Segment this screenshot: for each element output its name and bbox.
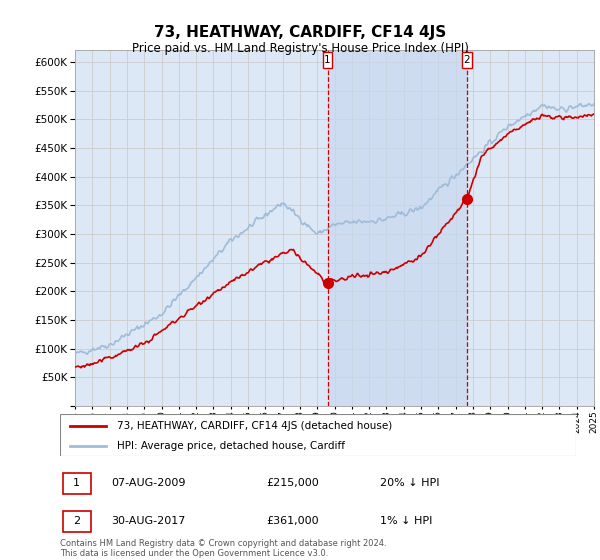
Text: 2: 2	[73, 516, 80, 526]
Text: £361,000: £361,000	[266, 516, 319, 526]
Text: 1: 1	[73, 478, 80, 488]
FancyBboxPatch shape	[323, 52, 332, 68]
Text: 2: 2	[464, 54, 470, 64]
Text: 1% ↓ HPI: 1% ↓ HPI	[380, 516, 432, 526]
Text: 73, HEATHWAY, CARDIFF, CF14 4JS: 73, HEATHWAY, CARDIFF, CF14 4JS	[154, 25, 446, 40]
Text: Price paid vs. HM Land Registry's House Price Index (HPI): Price paid vs. HM Land Registry's House …	[131, 42, 469, 55]
FancyBboxPatch shape	[62, 473, 91, 494]
Text: HPI: Average price, detached house, Cardiff: HPI: Average price, detached house, Card…	[117, 441, 345, 451]
Text: 1: 1	[324, 54, 331, 64]
Bar	[328, 50, 467, 406]
FancyBboxPatch shape	[60, 414, 576, 456]
Text: 20% ↓ HPI: 20% ↓ HPI	[380, 478, 439, 488]
Text: 07-AUG-2009: 07-AUG-2009	[112, 478, 186, 488]
FancyBboxPatch shape	[462, 52, 472, 68]
FancyBboxPatch shape	[62, 511, 91, 532]
Text: 30-AUG-2017: 30-AUG-2017	[112, 516, 186, 526]
Text: £215,000: £215,000	[266, 478, 319, 488]
Text: 73, HEATHWAY, CARDIFF, CF14 4JS (detached house): 73, HEATHWAY, CARDIFF, CF14 4JS (detache…	[117, 421, 392, 431]
Text: Contains HM Land Registry data © Crown copyright and database right 2024.
This d: Contains HM Land Registry data © Crown c…	[60, 539, 386, 558]
